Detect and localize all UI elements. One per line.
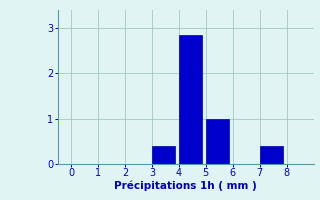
Bar — [179, 35, 202, 164]
Bar — [260, 146, 283, 164]
Bar — [152, 146, 175, 164]
X-axis label: Précipitations 1h ( mm ): Précipitations 1h ( mm ) — [114, 181, 257, 191]
Bar — [206, 119, 229, 164]
